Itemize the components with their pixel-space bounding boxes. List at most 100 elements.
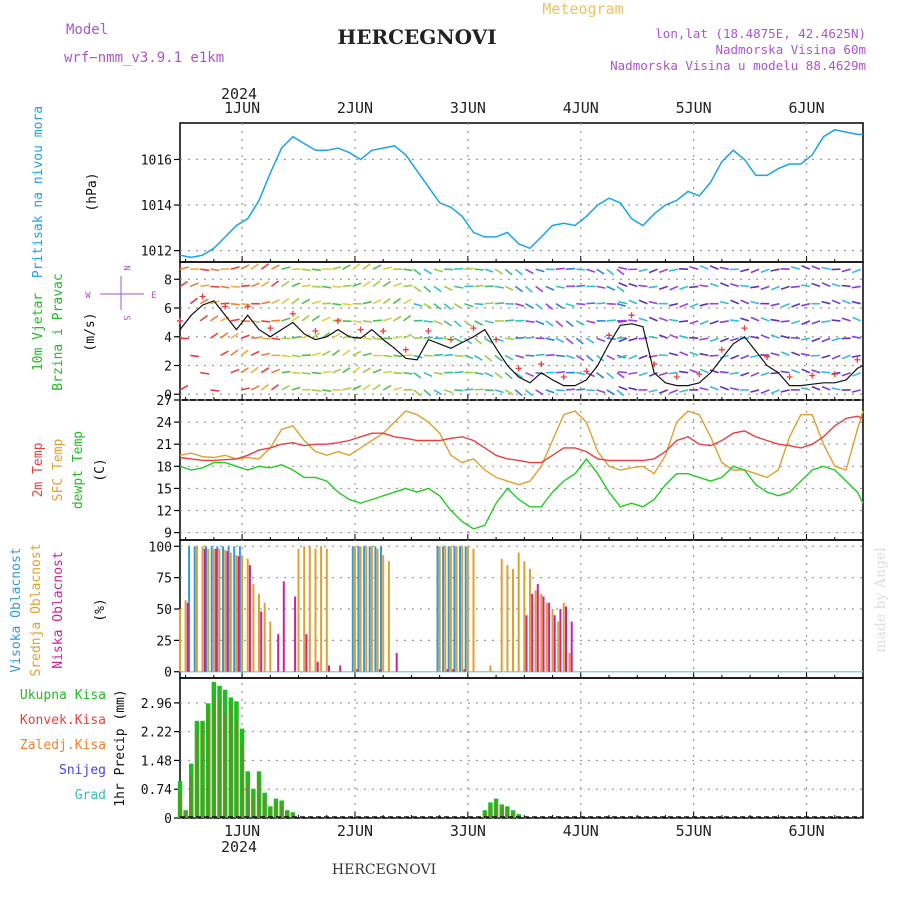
precip-legend-hail: Grad	[75, 788, 106, 803]
wind-arrow	[180, 355, 189, 356]
wind-arrow	[434, 321, 442, 324]
wind-arrow	[566, 389, 575, 390]
wind-arrow	[812, 387, 820, 390]
wind-arrow	[536, 269, 545, 271]
wind-arrow	[802, 266, 810, 270]
wind-yunit: (m/s)	[83, 312, 98, 351]
wind-arrow	[546, 355, 555, 356]
wind-arrow	[679, 321, 688, 322]
wind-arrow	[822, 283, 830, 287]
wind-arrow	[231, 369, 239, 372]
wind-arrow	[741, 300, 749, 303]
wind-arrow	[282, 318, 291, 321]
wind-ylabel-2: Brzina i Pravac	[51, 273, 66, 390]
wind-arrow	[505, 269, 512, 275]
x-tick-label-top: 1JUN	[224, 99, 260, 117]
wind-arrow	[211, 286, 220, 287]
wind-arrow	[373, 281, 380, 286]
wind-arrow	[629, 338, 638, 341]
wind-arrow	[649, 302, 658, 304]
altitude-label: Nadmorska Visina 60m	[715, 42, 866, 57]
wind-arrow	[619, 283, 627, 287]
y-tick-label: 75	[156, 572, 172, 587]
wind-arrow	[200, 373, 209, 374]
wind-arrow	[842, 300, 850, 303]
wind-arrow	[526, 373, 534, 377]
wind-arrow	[353, 386, 361, 390]
wind-arrow	[842, 286, 851, 287]
wind-arrow	[241, 350, 248, 355]
wind-arrow	[231, 319, 240, 321]
wind-arrow	[343, 304, 352, 305]
wind-arrow	[710, 284, 719, 287]
wind-arrow	[730, 338, 739, 340]
wind-arrow	[536, 304, 543, 310]
wind-arrow	[343, 368, 351, 373]
wind-arrow	[720, 338, 728, 341]
wind-arrow	[383, 282, 391, 287]
wind-arrow	[720, 302, 729, 304]
wind-arrow	[781, 286, 790, 289]
cloud-ylabel-low: Niska Oblacnost	[51, 551, 66, 668]
wind-arrow	[515, 286, 522, 291]
wind-arrow	[761, 318, 770, 321]
wind-arrow	[505, 338, 514, 339]
wind-arrow	[343, 265, 351, 269]
wind-arrow	[852, 390, 861, 392]
wind-arrow	[251, 386, 259, 390]
wind-arrow	[821, 267, 830, 269]
y-tick-label: 2.22	[141, 726, 172, 741]
precip-conv-bar	[213, 697, 215, 818]
wind-gust-marker	[358, 327, 364, 333]
wind-arrow	[515, 338, 524, 339]
wind-arrow	[801, 354, 810, 356]
wind-arrow	[332, 286, 341, 287]
wind-arrow	[629, 388, 638, 390]
wind-arrow	[393, 337, 402, 339]
wind-arrow	[771, 304, 780, 306]
wind-arrow	[251, 367, 258, 373]
wind-arrow	[852, 302, 861, 304]
wind-arrow	[536, 321, 544, 324]
wind-arrow	[556, 355, 565, 356]
wind-arrow	[781, 352, 789, 355]
wind-arrow	[526, 390, 533, 396]
wind-arrow	[710, 355, 719, 356]
wind-arrow	[414, 269, 421, 275]
wind-arrow	[475, 286, 484, 287]
x-tick-label-bottom: 5JUN	[676, 822, 712, 840]
wind-gust-marker	[516, 365, 522, 371]
wind-arrow	[312, 316, 319, 321]
precip-panel	[180, 678, 863, 818]
wind-arrow	[822, 387, 830, 390]
wind-arrow	[505, 320, 514, 321]
wind-arrow	[393, 283, 401, 286]
y-tick-label: 2	[164, 360, 172, 375]
y-tick-label: 24	[156, 416, 172, 431]
y-tick-label: 2.96	[141, 697, 172, 712]
wind-arrow	[393, 388, 402, 390]
x-tick-label-bottom: 3JUN	[450, 822, 486, 840]
wind-arrow	[221, 351, 229, 355]
wind-arrow	[679, 371, 688, 372]
y-tick-label: 8	[164, 273, 172, 288]
wind-arrow	[607, 269, 614, 275]
wind-arrow	[211, 269, 220, 270]
wind-arrow	[515, 269, 522, 275]
wind-arrow	[822, 355, 831, 358]
wind-arrow	[812, 266, 820, 269]
precip-legend-conv: Konvek.Kisa	[20, 713, 106, 728]
wind-arrow	[292, 388, 301, 390]
wind-arrow	[454, 338, 462, 342]
wind-arrow	[576, 304, 585, 305]
wind-arrow	[617, 286, 624, 291]
y-tick-label: 50	[156, 603, 172, 618]
wind-arrow	[465, 389, 474, 390]
wind-arrow	[180, 282, 188, 287]
wind-arrow	[566, 304, 575, 307]
wind-arrow	[251, 337, 260, 338]
wind-arrow	[363, 321, 372, 322]
wind-arrow	[485, 269, 494, 272]
wind-arrow	[190, 316, 198, 321]
wind-arrow	[180, 267, 189, 269]
